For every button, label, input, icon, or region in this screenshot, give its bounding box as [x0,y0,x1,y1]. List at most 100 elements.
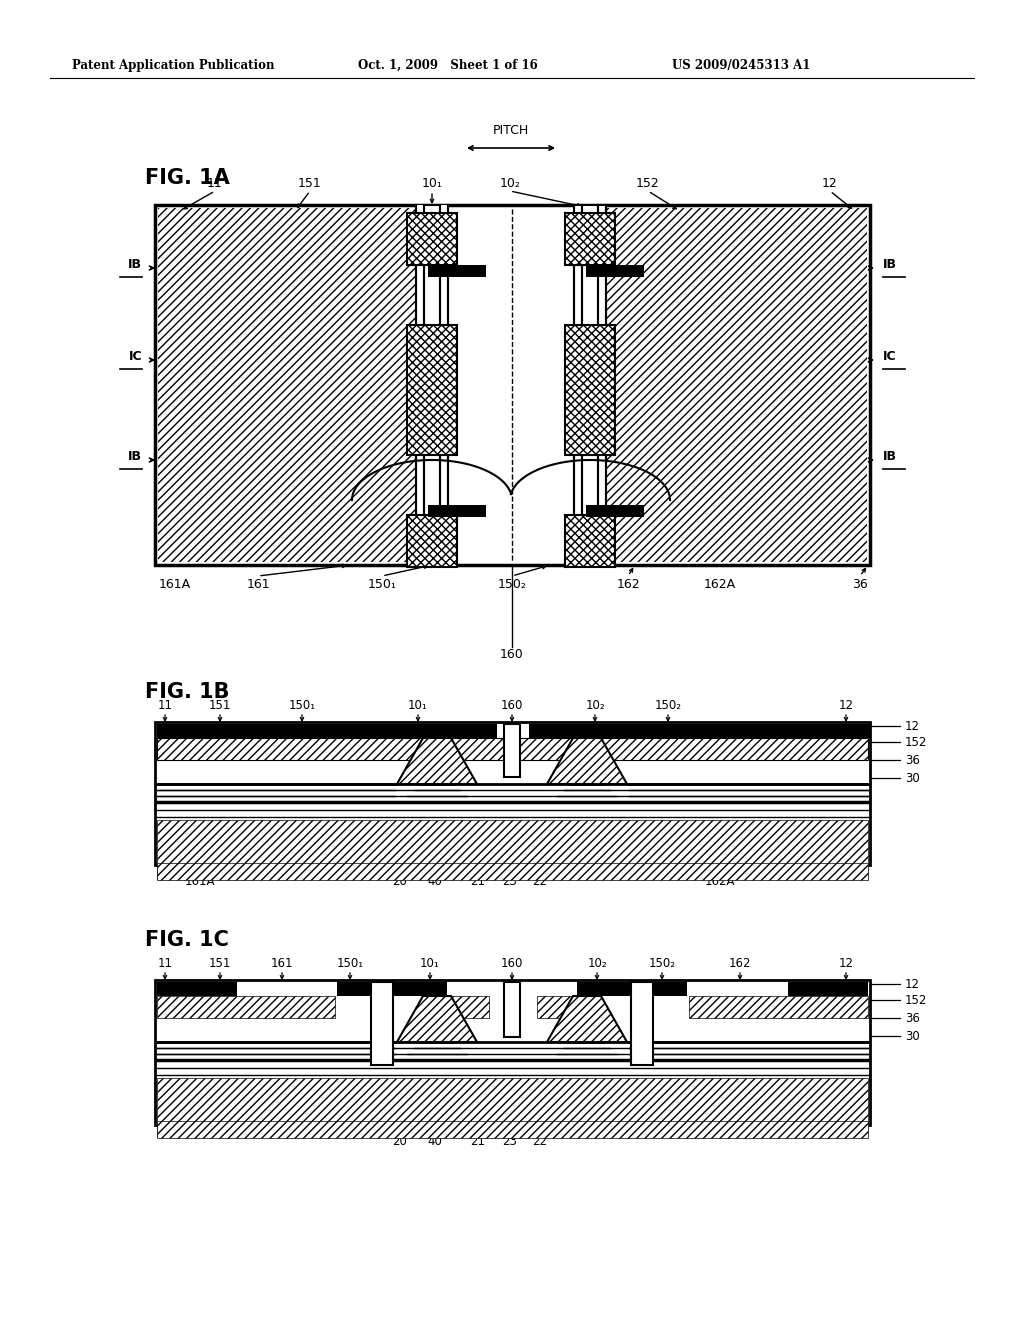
Text: 161: 161 [246,578,269,591]
Text: US 2009/0245313 A1: US 2009/0245313 A1 [672,58,810,71]
Bar [428,506,486,517]
Bar [504,723,520,777]
Bar [157,997,335,1018]
Bar [565,213,615,265]
Text: 21: 21 [470,875,485,888]
Text: 40: 40 [428,1135,442,1148]
Text: 162A: 162A [705,875,735,888]
Bar [565,515,615,568]
Bar [586,265,644,277]
Text: 161A: 161A [184,875,215,888]
Text: 23: 23 [503,1135,517,1148]
Text: 162: 162 [616,578,640,591]
Text: 10₂: 10₂ [500,177,520,190]
Text: 151: 151 [298,177,322,190]
Text: IB: IB [883,450,897,463]
Text: 152: 152 [905,735,928,748]
Text: 150₁: 150₁ [337,957,364,970]
Text: 160: 160 [501,700,523,711]
Bar [529,723,870,738]
Text: 150₂: 150₂ [498,578,526,591]
Bar [407,325,457,455]
Bar [565,213,615,265]
Text: 10₁: 10₁ [422,177,442,190]
Bar [155,722,870,865]
Text: 151: 151 [209,700,231,711]
Bar [430,209,594,562]
Text: 162: 162 [729,957,752,970]
Text: 22: 22 [532,875,548,888]
Text: 30: 30 [905,771,920,784]
Polygon shape [397,738,477,784]
Bar [449,997,489,1018]
Bar [577,982,687,997]
Text: Oct. 1, 2009   Sheet 1 of 16: Oct. 1, 2009 Sheet 1 of 16 [358,58,538,71]
Bar [155,979,870,1125]
Bar [157,1121,868,1138]
Text: 150₂: 150₂ [654,700,682,711]
Bar [155,205,870,565]
Text: 160: 160 [501,957,523,970]
Text: 161: 161 [270,957,293,970]
Text: 20: 20 [392,1135,408,1148]
Bar [157,863,868,880]
Bar [689,997,868,1018]
Text: 10₂: 10₂ [587,957,607,970]
Bar [157,723,497,738]
Text: 11: 11 [207,177,223,190]
Text: FIG. 1A: FIG. 1A [145,168,229,187]
Bar [337,982,447,997]
Text: 10₁: 10₁ [409,700,428,711]
Bar [157,738,868,760]
Bar [440,205,449,565]
Text: 36: 36 [905,1011,920,1024]
Text: 12: 12 [839,957,853,970]
Text: 160: 160 [500,648,524,661]
Text: 152: 152 [636,177,659,190]
Text: 12: 12 [839,700,853,711]
Text: 162A: 162A [703,578,736,591]
Text: 150₂: 150₂ [648,957,676,970]
Text: IC: IC [883,351,897,363]
Text: 151: 151 [209,957,231,970]
Text: 11: 11 [158,957,172,970]
Text: 11: 11 [158,700,172,711]
Bar [504,982,520,1038]
Text: 10₂: 10₂ [585,700,605,711]
Bar [157,982,237,997]
Polygon shape [397,997,477,1041]
Bar [575,206,605,564]
Text: PITCH: PITCH [493,124,529,136]
Bar [407,213,457,265]
Text: FIG. 1C: FIG. 1C [145,931,229,950]
Text: 36: 36 [852,578,868,591]
Bar [586,506,644,517]
Bar [788,982,868,997]
Text: 150₁: 150₁ [289,700,315,711]
Bar [537,997,577,1018]
Bar [407,325,457,455]
Bar [631,982,653,1065]
Text: 12: 12 [905,719,920,733]
Text: IB: IB [128,259,142,272]
Text: FIG. 1B: FIG. 1B [145,682,229,702]
Bar [565,515,615,568]
Text: 30: 30 [905,1030,920,1043]
Text: 10₁: 10₁ [420,957,440,970]
Bar [416,205,424,565]
Text: IC: IC [128,351,142,363]
Text: 23: 23 [503,875,517,888]
Text: 150₁: 150₁ [368,578,396,591]
Text: 12: 12 [905,978,920,990]
Bar [157,1129,868,1138]
Text: 36: 36 [905,754,920,767]
Bar [592,209,867,562]
Text: 161A: 161A [159,578,191,591]
Bar [158,209,432,562]
Text: IB: IB [128,450,142,463]
Text: 21: 21 [470,1135,485,1148]
Bar [157,820,868,870]
Text: Patent Application Publication: Patent Application Publication [72,58,274,71]
Bar [157,1078,868,1129]
Bar [407,515,457,568]
